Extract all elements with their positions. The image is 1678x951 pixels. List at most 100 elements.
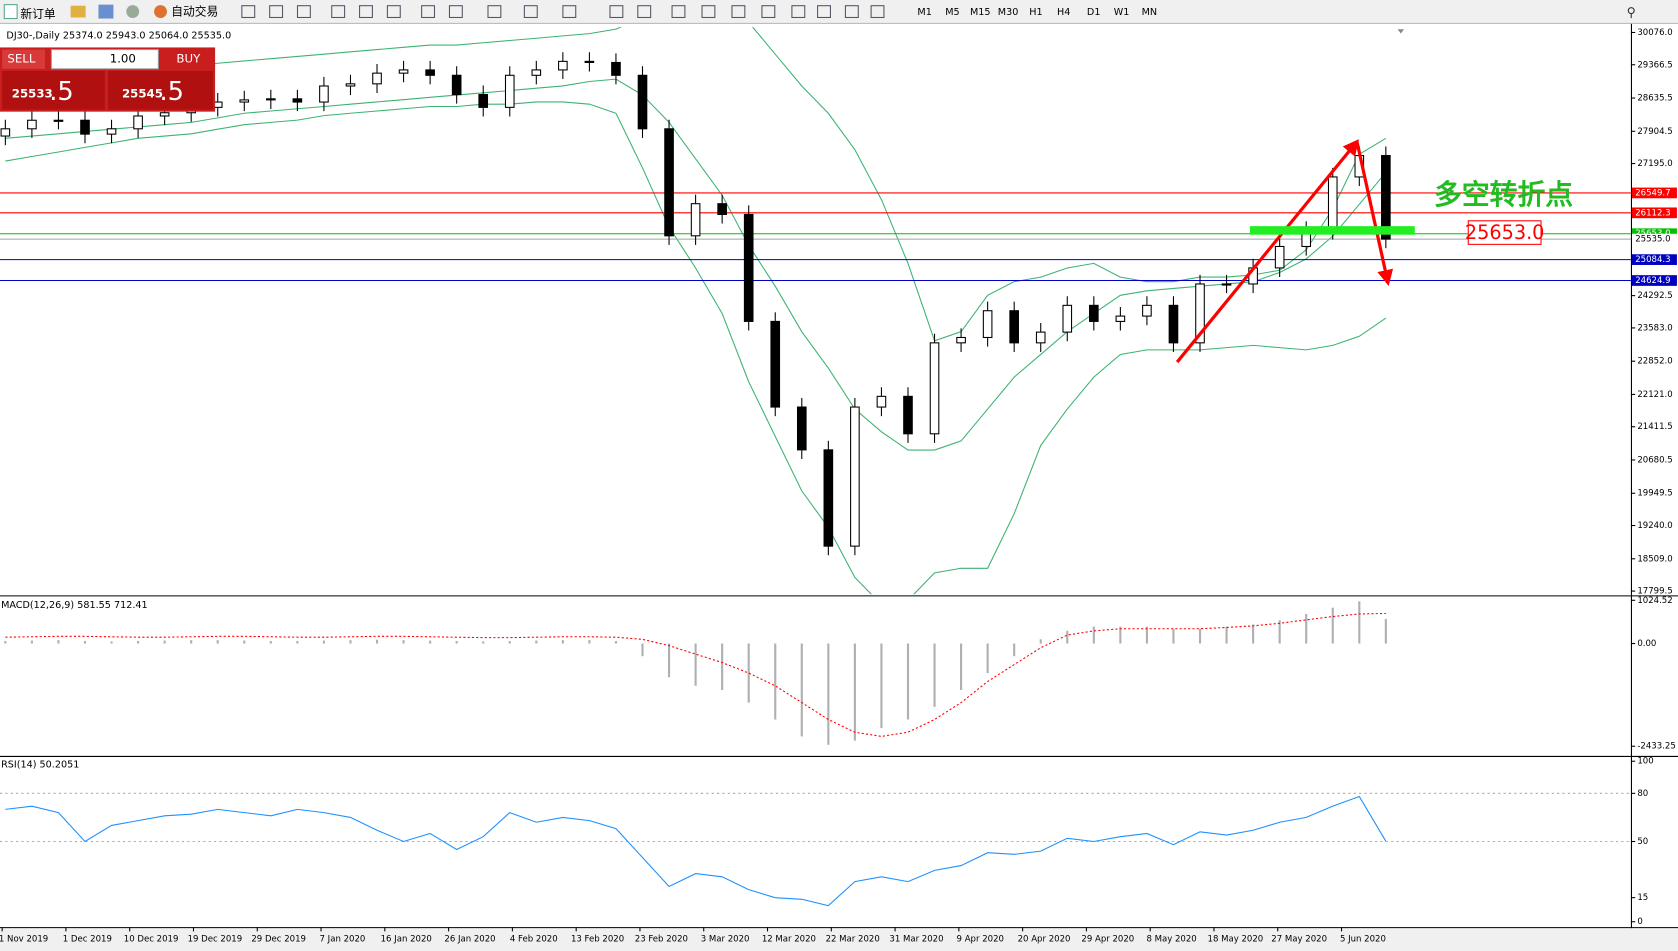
sell-label[interactable]: SELL: [7, 52, 35, 66]
candle-body: [1142, 304, 1152, 317]
macd-bar: [1252, 624, 1255, 644]
tool-icon[interactable]: [126, 5, 140, 19]
candle-body: [239, 99, 250, 103]
up-arrow: [1175, 139, 1359, 364]
tool-icon[interactable]: [870, 5, 885, 19]
tool-icon[interactable]: [487, 5, 502, 19]
macd-bar: [1039, 639, 1042, 644]
auto-trade-button[interactable]: 自动交易: [171, 5, 218, 19]
tool-icon[interactable]: [844, 5, 859, 19]
period-button[interactable]: H4: [1057, 7, 1070, 18]
candle-body: [823, 449, 834, 547]
tool-icon[interactable]: [448, 5, 463, 19]
level-label: 25535.0: [1635, 235, 1670, 245]
period-button[interactable]: M30: [998, 7, 1019, 18]
tool-icon[interactable]: [359, 5, 373, 19]
new-order-button[interactable]: 新订单: [20, 7, 56, 21]
macd-bar: [57, 640, 60, 644]
period-button[interactable]: M5: [945, 7, 959, 18]
macd-bar: [137, 641, 140, 644]
turning-zone: [1249, 226, 1415, 235]
bollinger-band: [5, 101, 1387, 595]
x-tick-label: 31 Mar 2020: [889, 934, 943, 944]
macd-bar: [110, 641, 113, 644]
tool-icon[interactable]: [331, 5, 346, 19]
buy-price-button[interactable]: [108, 70, 213, 110]
level-label-bg: [1631, 187, 1677, 199]
macd-bar: [1119, 626, 1122, 644]
tool-icon[interactable]: [637, 5, 652, 19]
x-tick-label: 23 Feb 2020: [635, 934, 688, 944]
candle-body: [451, 74, 462, 96]
sell-button[interactable]: [2, 49, 45, 69]
new-order-icon[interactable]: [3, 4, 18, 20]
y-tick-label: 22121.0: [1637, 390, 1672, 400]
period-button[interactable]: M15: [970, 7, 991, 18]
time-axis: 1 Nov 2019 1 Dec 2019 10 Dec 2019 19 Dec 20…: [0, 927, 1386, 944]
tool-icon[interactable]: [296, 5, 311, 19]
x-tick-label: 13 Feb 2020: [571, 934, 624, 944]
x-tick-label: 5 Jun 2020: [1340, 934, 1386, 944]
tool-icon[interactable]: [523, 5, 538, 19]
auto-trade-icon[interactable]: [154, 5, 167, 19]
tool-icon[interactable]: [241, 5, 256, 19]
candle-body: [531, 69, 542, 76]
tool-icon[interactable]: [562, 5, 577, 19]
search-icon[interactable]: ⚲: [1627, 6, 1636, 21]
x-tick-label: 29 Apr 2020: [1081, 934, 1134, 944]
macd-bar: [880, 643, 883, 728]
bollinger-band: [5, 27, 1387, 342]
macd-bar: [4, 641, 7, 644]
tool-icon[interactable]: [817, 5, 831, 19]
buy-label[interactable]: BUY: [176, 52, 201, 66]
macd-bar: [1384, 618, 1387, 644]
macd-bar: [986, 643, 989, 674]
macd-bar: [960, 643, 963, 690]
tool-icon[interactable]: [70, 5, 86, 18]
tool-icon[interactable]: [701, 5, 716, 19]
macd-bar: [561, 640, 564, 644]
y-tick-label: 15: [1637, 893, 1648, 903]
macd-bar: [455, 641, 458, 644]
y-tick-label: 21411.5: [1637, 422, 1672, 432]
macd-title: MACD(12,26,9) 581.55 712.41: [1, 600, 148, 611]
macd-bar: [1278, 620, 1281, 644]
level-label-bg: [1631, 275, 1677, 286]
candle-body: [1381, 155, 1391, 240]
toolbar-icons: [241, 5, 885, 19]
candle-body: [584, 60, 595, 63]
tool-icon[interactable]: [671, 5, 686, 19]
tool-icon[interactable]: [98, 4, 114, 19]
period-button[interactable]: MN: [1142, 7, 1158, 18]
candle-body: [1089, 304, 1099, 322]
period-button[interactable]: M1: [917, 7, 931, 18]
y-tick-label: 18509.0: [1637, 554, 1672, 564]
candle-body: [398, 69, 409, 74]
y-tick-label: -2433.25: [1637, 742, 1675, 752]
x-tick-label: 1 Dec 2019: [63, 934, 112, 944]
tool-icon[interactable]: [791, 5, 806, 19]
candle-body: [133, 115, 143, 130]
tool-icon[interactable]: [386, 5, 401, 19]
tool-icon[interactable]: [421, 5, 436, 19]
marker-label: 25653.0: [1465, 221, 1545, 244]
volume-input[interactable]: [50, 49, 159, 70]
annotation: 多空转折点: [1434, 178, 1573, 211]
period-button[interactable]: D1: [1087, 7, 1101, 18]
sell-price-button[interactable]: [2, 70, 105, 110]
candle-body: [903, 395, 913, 435]
tool-icon[interactable]: [761, 5, 776, 19]
period-button[interactable]: W1: [1114, 7, 1130, 18]
tool-icon[interactable]: [609, 5, 624, 19]
x-tick-label: 10 Dec 2019: [124, 934, 179, 944]
x-tick-label: 20 Apr 2020: [1018, 934, 1071, 944]
volume-value[interactable]: 1.00: [110, 52, 136, 66]
candle-body: [159, 112, 170, 117]
tool-icon[interactable]: [269, 5, 284, 19]
period-button[interactable]: H1: [1029, 7, 1042, 18]
macd-bar: [1225, 626, 1228, 644]
macd-bar: [906, 643, 910, 720]
candle-body: [796, 406, 807, 451]
tool-icon[interactable]: [731, 5, 746, 19]
